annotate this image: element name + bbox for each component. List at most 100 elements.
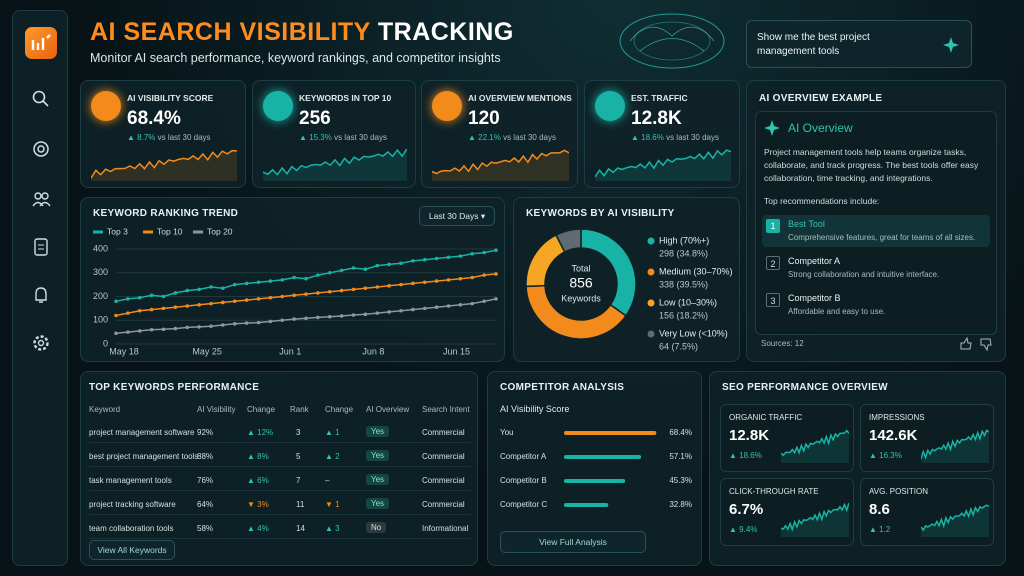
seo-panel: SEO PERFORMANCE OVERVIEW ORGANIC TRAFFIC… <box>709 371 1006 566</box>
series-point <box>161 327 166 332</box>
users-icon[interactable] <box>31 189 51 209</box>
query-box[interactable]: Show me the best project management tool… <box>746 20 972 68</box>
competitor-panel: COMPETITOR ANALYSIS AI Visibility Score … <box>487 371 702 566</box>
panel-title: AI OVERVIEW EXAMPLE <box>759 93 883 104</box>
rec-title: Competitor A <box>788 256 841 266</box>
kpi-card: KEYWORDS IN TOP 10 256 ▲ 15.3% vs last 30 … <box>252 80 416 188</box>
panel-title: KEYWORD RANKING TREND <box>93 208 239 219</box>
series-point <box>126 297 130 301</box>
overview-card: AI Overview Project management tools hel… <box>755 111 997 335</box>
bell-icon[interactable] <box>31 285 51 305</box>
recommendation: 3 Competitor B Affordable and easy to use. <box>762 289 990 321</box>
bar-label: Competitor A <box>500 452 547 461</box>
panel-title: SEO PERFORMANCE OVERVIEW <box>722 382 888 393</box>
series-point <box>221 300 225 305</box>
kpi-icon <box>263 91 293 121</box>
kpi-card: AI OVERVIEW MENTIONS 120 ▲ 22.1% vs last 3… <box>421 80 578 188</box>
full-analysis-button[interactable]: View Full Analysis <box>500 531 646 553</box>
seo-label: CLICK-THROUGH RATE <box>729 487 819 496</box>
series-point <box>292 293 296 298</box>
series-point <box>173 326 178 331</box>
series-point <box>458 254 463 258</box>
y-tick-label: 400 <box>93 243 108 253</box>
donut-chart: High (70%+) 298 (34.8%) Medium (30–70%) 338… <box>525 228 733 351</box>
series-point <box>494 248 498 252</box>
search-icon[interactable] <box>31 89 51 109</box>
overview-body: Project management tools help teams orga… <box>764 147 979 183</box>
donut-slice <box>525 284 627 340</box>
y-tick-label: 200 <box>93 291 108 301</box>
period-select[interactable]: Last 30 Days ▾ <box>419 206 495 226</box>
kpi-icon <box>91 91 121 121</box>
series-point <box>173 291 178 295</box>
series-point <box>161 294 166 299</box>
legend-label: Low (10–30%) <box>659 297 717 307</box>
series-point <box>232 322 237 326</box>
legend-label: Top 3 <box>107 226 128 236</box>
table-cell: task management tools <box>89 476 172 485</box>
kpi-change-value: ▲ 8.7% <box>127 133 156 142</box>
kpi-change-value: ▲ 22.1% <box>468 133 501 142</box>
seo-change: ▲ 16.3% <box>869 451 902 460</box>
visibility-panel: KEYWORDS BY AI VISIBILITY High (70%+) 298… <box>513 197 740 362</box>
column-header: Keyword <box>89 405 121 414</box>
table-cell: 88% <box>197 452 214 461</box>
series-point <box>137 329 142 333</box>
kpi-change-value: ▲ 15.3% <box>299 133 332 142</box>
series-point <box>126 311 130 315</box>
seo-card: CLICK-THROUGH RATE 6.7% ▲ 9.4% <box>720 478 854 546</box>
series-point <box>197 303 201 307</box>
series-point <box>327 270 332 275</box>
overview-badge: Yes <box>366 426 390 437</box>
report-icon[interactable] <box>31 237 51 257</box>
table-cell: – <box>325 476 330 485</box>
target-icon[interactable] <box>31 139 51 159</box>
series-point <box>399 282 403 287</box>
settings-icon[interactable] <box>31 333 51 353</box>
series-point <box>292 275 296 280</box>
rec-desc: Strong collaboration and intuitive inter… <box>788 270 940 279</box>
table-cell: 7 <box>296 476 301 485</box>
view-all-button[interactable]: View All Keywords <box>89 540 175 560</box>
seo-label: ORGANIC TRAFFIC <box>729 413 803 422</box>
table-cell: project management software <box>89 428 195 437</box>
overview-badge: No <box>366 522 387 533</box>
bar <box>564 503 609 507</box>
table-cell: 76% <box>197 476 214 485</box>
series-point <box>244 298 249 302</box>
competitor-subtitle: AI Visibility Score <box>500 404 570 414</box>
series-point <box>209 324 213 328</box>
logo-icon <box>31 34 51 50</box>
seo-value: 8.6 <box>869 501 890 518</box>
series-point <box>363 267 368 271</box>
sparkle-icon <box>943 37 959 53</box>
kpi-value: 68.4% <box>127 108 181 129</box>
series-point <box>185 288 190 293</box>
kpi-value: 256 <box>299 108 331 129</box>
feedback-icons[interactable] <box>959 337 995 351</box>
series-point <box>482 299 486 304</box>
sparkline-line <box>91 149 237 179</box>
legend-label: Top 10 <box>157 226 183 236</box>
line-chart: 0 100 200 300 400 May 18 May 25 Jun 1 Jun 8 Jun 1… <box>93 226 498 356</box>
legend-label: High (70%+) <box>659 235 709 245</box>
legend-label: Medium (30–70%) <box>659 266 733 276</box>
sources: Sources: 12 <box>761 339 804 348</box>
kpi-card: AI VISIBILITY SCORE 68.4% ▲ 8.7% vs last 3… <box>80 80 246 188</box>
series-point <box>197 325 201 329</box>
sparkline-line <box>921 429 989 460</box>
sparkline <box>595 149 731 181</box>
series-point <box>268 279 273 283</box>
series-point <box>244 321 249 325</box>
logo[interactable] <box>25 27 57 59</box>
kpi-icon <box>432 91 462 121</box>
rec-title: Best Tool <box>788 219 825 229</box>
ranking-panel: KEYWORD RANKING TREND Last 30 Days ▾ 0 10… <box>80 197 505 362</box>
series-point <box>494 297 498 301</box>
series-point <box>173 305 178 309</box>
sparkline <box>91 149 237 181</box>
rec-title: Competitor B <box>788 293 841 303</box>
column-header: Change <box>325 405 354 414</box>
seo-value: 142.6K <box>869 427 918 444</box>
row-divider <box>89 466 471 467</box>
